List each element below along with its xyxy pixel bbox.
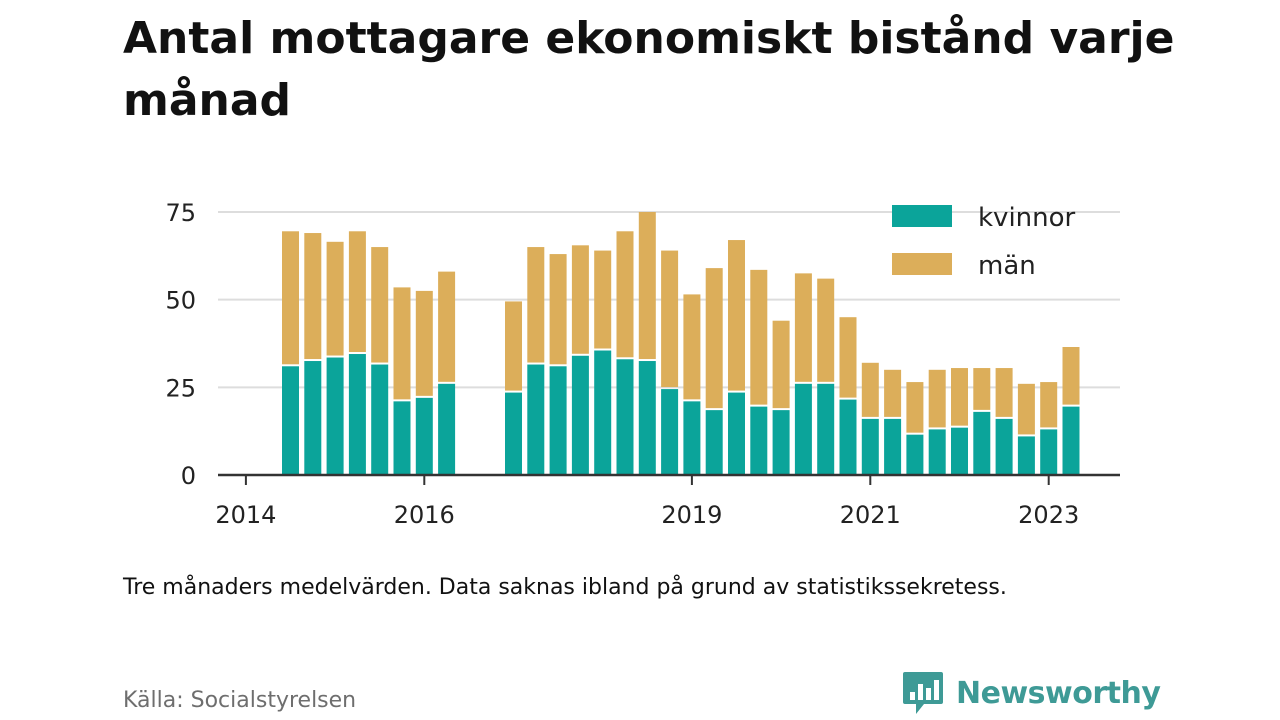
bar-kvinnor (415, 397, 433, 475)
bar-man (304, 233, 322, 360)
bar-kvinnor (951, 427, 968, 475)
bar-man (505, 301, 522, 391)
bar-man (906, 382, 924, 433)
bar-man (438, 271, 456, 382)
bar-man (817, 278, 835, 382)
bar-kvinnor (438, 383, 456, 475)
bar-kvinnor (594, 350, 612, 475)
bar-kvinnor (1040, 429, 1058, 475)
bar-man (348, 231, 366, 353)
bar-man (951, 368, 968, 426)
legend-swatch-kvinnor (892, 205, 952, 227)
bar-kvinnor (839, 399, 857, 475)
bar-kvinnor (348, 354, 366, 475)
bar-man (750, 269, 768, 405)
bar-man (705, 268, 723, 409)
bar-kvinnor (772, 410, 790, 475)
bar-man (638, 212, 656, 360)
bar-man (527, 247, 545, 363)
bar-man (326, 241, 344, 356)
bar-kvinnor (371, 364, 389, 475)
bar-man (861, 362, 879, 417)
bar-kvinnor (884, 418, 902, 475)
bar-man (839, 317, 857, 398)
bar-man (1040, 382, 1058, 428)
bar-kvinnor (794, 383, 812, 475)
bar-man (1017, 383, 1035, 435)
y-tick-label: 50 (165, 287, 196, 315)
bar-kvinnor (616, 359, 634, 475)
bar-man (884, 369, 902, 417)
bar-man (549, 254, 567, 365)
bar-kvinnor (861, 418, 879, 475)
bar-kvinnor (304, 361, 322, 475)
bar-man (393, 287, 411, 400)
bar-man (282, 231, 299, 365)
bar-man (594, 250, 612, 349)
bar-kvinnor (728, 392, 745, 475)
bar-kvinnor (326, 357, 344, 475)
axes: 0 25 50 75 2014 2016 2019 2021 2023 (165, 199, 1120, 529)
bar-man (571, 245, 589, 354)
legend: kvinnor män (892, 203, 1076, 281)
bar-man (616, 231, 634, 358)
bar-kvinnor (906, 434, 924, 475)
bar-man (371, 247, 389, 363)
legend-label-man: män (978, 251, 1036, 281)
bar-chart-speech-bubble-icon (903, 672, 943, 714)
chart-title: Antal mottagare ekonomiskt bistånd varje… (123, 13, 1175, 126)
brand-logo: Newsworthy (902, 670, 1161, 716)
x-tick-label: 2014 (215, 501, 276, 529)
bar-man (683, 294, 701, 400)
legend-swatch-man (892, 253, 952, 275)
bar-kvinnor (527, 364, 545, 475)
bar-man (794, 273, 812, 382)
source-label: Källa: Socialstyrelsen (123, 688, 357, 713)
bar-kvinnor (683, 401, 701, 475)
bar-kvinnor (549, 366, 567, 475)
bar-kvinnor (282, 366, 299, 475)
x-tick-label: 2019 (661, 501, 722, 529)
x-tick-label: 2016 (394, 501, 455, 529)
bar-kvinnor (505, 392, 522, 475)
x-tick-label: 2021 (840, 501, 901, 529)
y-tick-label: 75 (165, 199, 196, 227)
bar-man (728, 240, 745, 391)
bar-kvinnor (973, 411, 991, 475)
bars (282, 212, 1080, 475)
bar-man (1062, 347, 1080, 405)
legend-label-kvinnor: kvinnor (978, 203, 1076, 233)
bar-man (973, 368, 991, 410)
bar-man (415, 290, 433, 396)
bar-kvinnor (393, 401, 411, 475)
stacked-bar-chart: 0 25 50 75 2014 2016 2019 2021 2023 kvinnor män (165, 199, 1120, 529)
bar-kvinnor (817, 383, 835, 475)
bar-man (661, 250, 679, 388)
bar-kvinnor (705, 410, 723, 475)
x-tick-label: 2023 (1018, 501, 1079, 529)
bar-kvinnor (661, 389, 679, 475)
brand-name: Newsworthy (956, 675, 1161, 711)
bar-kvinnor (995, 418, 1013, 475)
bar-kvinnor (638, 361, 656, 475)
bar-kvinnor (750, 406, 768, 475)
chart-note: Tre månaders medelvärden. Data saknas ib… (123, 575, 1007, 600)
bar-kvinnor (928, 429, 946, 475)
bar-kvinnor (1062, 406, 1080, 475)
bar-kvinnor (1017, 436, 1035, 475)
bar-man (995, 368, 1013, 417)
bar-kvinnor (571, 355, 589, 475)
y-tick-label: 25 (165, 374, 196, 402)
bar-man (928, 369, 946, 428)
y-tick-label: 0 (181, 462, 196, 490)
bar-man (772, 320, 790, 409)
